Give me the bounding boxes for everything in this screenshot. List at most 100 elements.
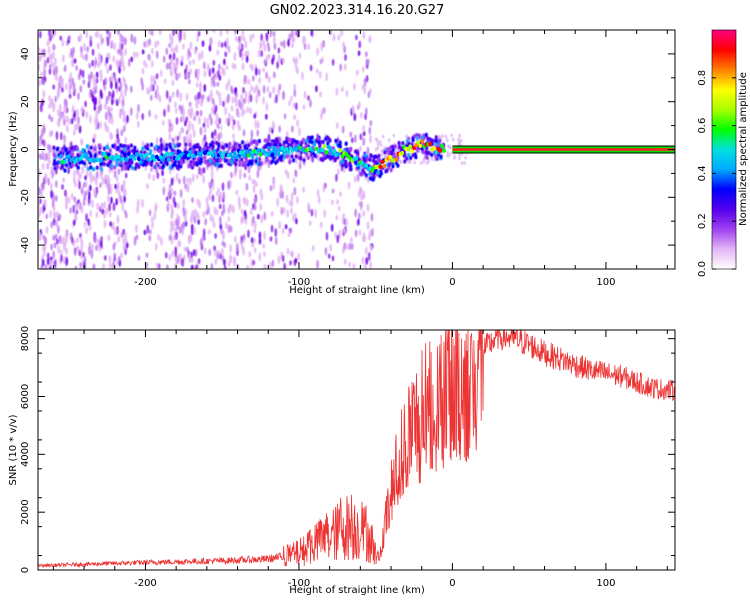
spectrogram-noise-point [38,186,41,196]
snr-xlabel: Height of straight line (km) [289,585,425,596]
spectrogram-noise-point [100,202,104,211]
spectrogram-noise-point [80,106,84,114]
spectrogram-noise-point [76,121,79,131]
spectrogram-noise-point [233,63,237,70]
spectrogram-noise-point [336,168,340,176]
spectrogram-noise-point [95,71,99,78]
spectrogram-band-point [168,165,172,171]
spectrogram-noise-point [64,82,68,91]
spectrogram-noise-point [156,92,160,100]
spectrogram-noise-point [56,109,60,116]
spectrogram-noise-point [387,138,391,142]
spectrogram-noise-point [105,56,109,64]
spectrogram-band-point [93,153,97,159]
spectrogram-noise-point [111,89,115,99]
spectrogram-noise-point [168,124,172,134]
ridge-point [137,156,141,162]
spectrogram-noise-point [272,71,276,79]
spectrogram-band-point [107,160,112,166]
spectrogram-noise-point [255,181,258,188]
spectrogram-noise-point [351,105,355,113]
spectrogram-noise-point [272,86,276,94]
spectrogram-band-point [434,154,438,159]
spectrogram-band-point [379,171,384,176]
spectrogram-noise-point [150,30,154,36]
spectrogram-noise-point [361,84,365,91]
spectrogram-noise-point [292,177,296,184]
spectrogram-noise-point [245,55,249,63]
spectrogram-noise-point [227,78,231,87]
spectrogram-noise-point [126,114,129,124]
spectrogram-band-point [373,170,377,176]
spectrogram-noise-point [165,196,169,202]
spectrogram-band-point [173,143,177,149]
spectrogram-noise-point [91,94,95,103]
spectrogram-noise-point [182,221,185,230]
spectrogram-band-point [243,144,247,149]
spectrogram-noise-point [210,262,214,269]
spectrogram-noise-point [446,153,450,158]
spectrogram-noise-point [122,76,125,83]
spectrogram-noise-point [407,160,410,164]
spectrogram-band-point [76,152,80,158]
ridge-point [166,157,171,162]
spectrogram-noise-point [287,231,291,238]
spectrogram-band-point [219,163,224,168]
spectrogram-noise-point [115,59,119,67]
spectrogram-noise-point [63,64,67,72]
spectrogram-noise-point [356,173,360,182]
spectrogram-noise-point [249,107,252,115]
spectrogram-noise-point [46,57,50,64]
spectrogram-noise-point [262,67,265,73]
spectrogram-noise-point [154,202,158,211]
spectrogram-noise-point [171,79,175,86]
spectrogram-noise-point [64,98,68,108]
spectrogram-noise-point [246,106,250,114]
spectrogram-noise-point [58,213,62,221]
spectrogram-band-point [116,146,120,151]
x-tick-label: 0 [449,578,455,589]
spectrogram-noise-point [217,40,221,48]
spectrogram-noise-point [263,251,266,257]
spectrogram-noise-point [42,245,45,252]
spectrogram-noise-point [230,171,233,179]
spectrogram-noise-point [237,112,241,118]
spectrogram-band-point [111,143,115,149]
spectrogram-noise-point [72,219,76,226]
spectrogram-band-point [276,158,280,164]
spectrogram-noise-point [343,63,347,71]
spectrogram-noise-point [276,61,280,69]
spectrogram-band-point [251,154,255,160]
spectrogram-noise-point [218,117,222,125]
spectrogram-noise-point [143,229,147,236]
ridge-point [103,152,107,157]
spectrogram-noise-point [109,262,112,269]
spectrogram-noise-point [292,102,296,109]
spectrogram-band-point [271,158,275,164]
spectrogram-noise-point [222,191,226,201]
spectrogram-noise-point [108,112,112,119]
spectrogram-noise-point [182,43,185,50]
spectrogram-noise-point [184,213,187,223]
ridge-point [121,157,125,162]
spectrogram-noise-point [116,137,120,145]
spectrogram-noise-point [153,75,156,83]
spectrogram-noise-point [59,113,62,121]
spectrogram-noise-point [145,252,149,258]
spectrogram-band-point [438,138,442,143]
spectrogram-noise-point [93,188,97,198]
spectrogram-noise-point [163,78,167,85]
spectrogram-band-point [131,165,135,171]
spectrogram-noise-point [222,100,225,108]
ridge-point [312,141,317,147]
spectrogram-noise-point [286,209,290,218]
spectrogram-noise-point [130,33,134,43]
spectrogram-noise-point [264,113,268,120]
spectrogram-noise-point [59,131,63,141]
ridge-point [240,150,245,155]
spectrogram-noise-point [52,234,56,241]
spectrogram-noise-point [105,207,109,215]
spectrogram-noise-point [323,209,327,219]
spectrogram-noise-point [357,50,361,57]
spectrogram-noise-point [201,137,205,147]
